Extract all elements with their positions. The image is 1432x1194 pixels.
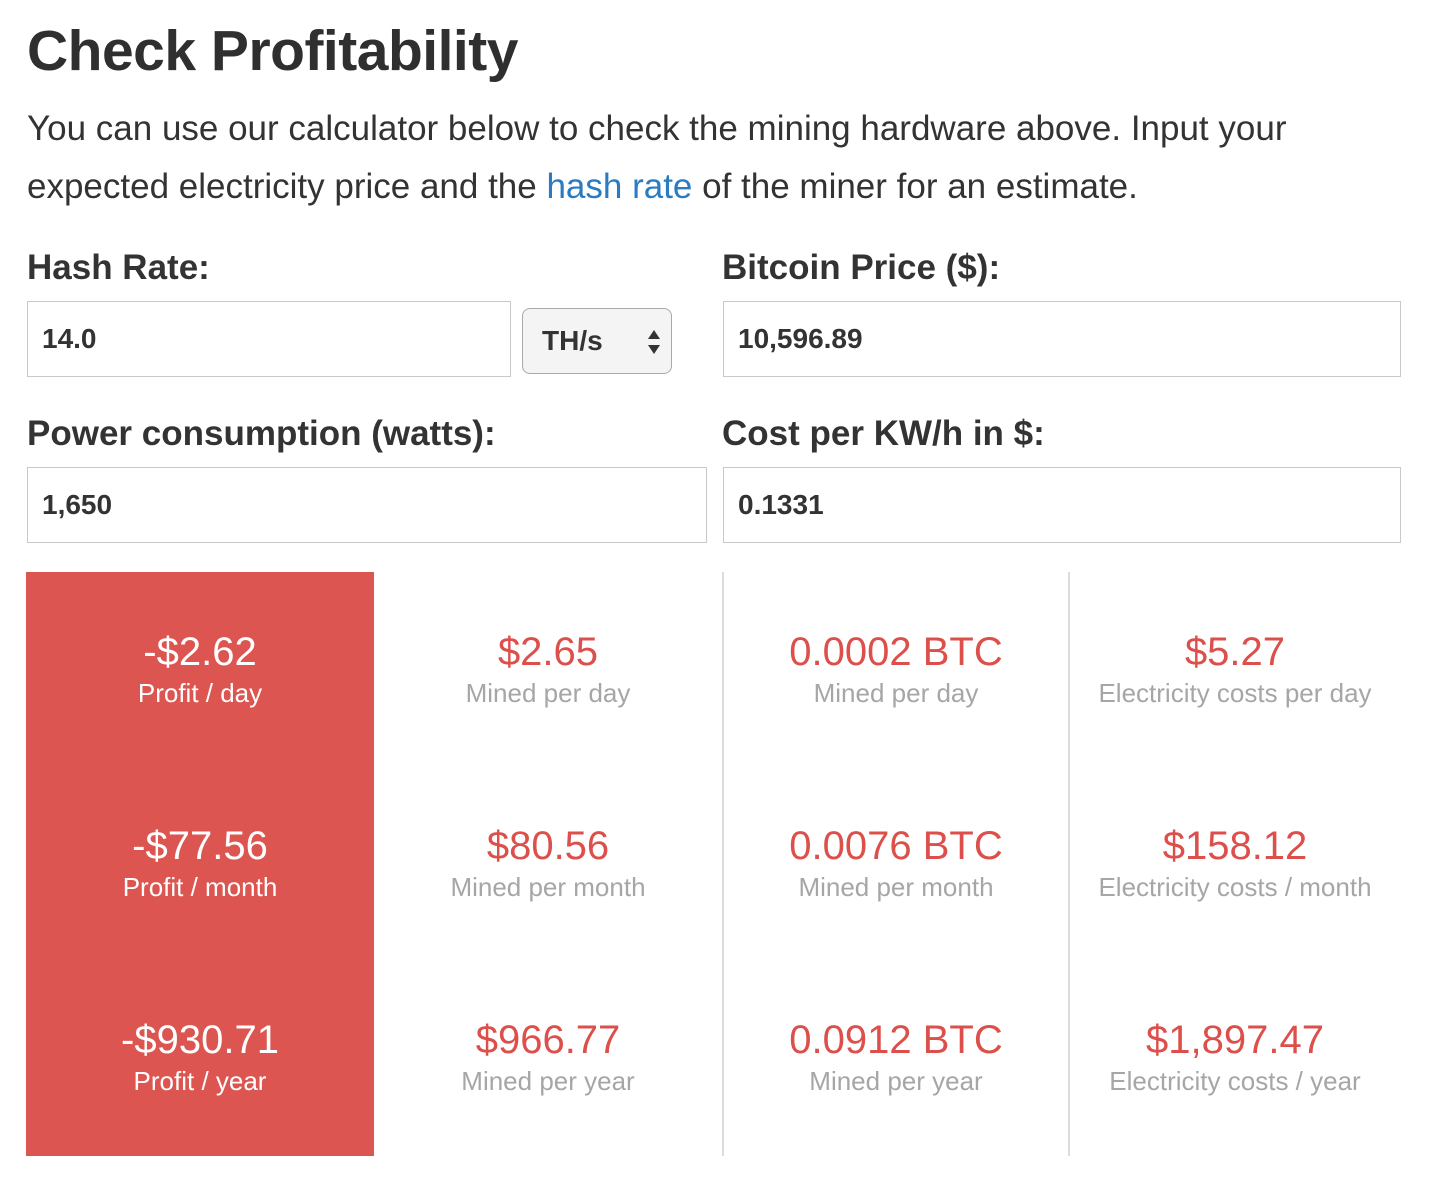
intro-text-after: of the miner for an estimate. xyxy=(692,167,1138,206)
profit-day-cell: -$2.62 Profit / day xyxy=(26,629,374,709)
mined-usd-day-cell: $2.65 Mined per day xyxy=(374,629,722,709)
mined-usd-column: $2.65 Mined per day $80.56 Mined per mon… xyxy=(374,572,722,1156)
bitcoin-price-label: Bitcoin Price ($): xyxy=(722,248,1001,287)
mined-btc-column: 0.0002 BTC Mined per day 0.0076 BTC Mine… xyxy=(722,572,1070,1156)
electricity-month-value: $158.12 xyxy=(1162,824,1308,868)
intro-paragraph: You can use our calculator below to chec… xyxy=(27,100,1407,216)
mined-usd-year-cell: $966.77 Mined per year xyxy=(374,1017,722,1097)
electricity-day-cell: $5.27 Electricity costs per day xyxy=(1068,629,1402,709)
mined-usd-year-value: $966.77 xyxy=(475,1018,621,1062)
mined-usd-month-caption: Mined per month xyxy=(450,872,646,902)
mined-btc-year-value: 0.0912 BTC xyxy=(789,1018,1003,1062)
electricity-year-caption: Electricity costs / year xyxy=(1109,1066,1361,1096)
profit-year-value: -$930.71 xyxy=(121,1018,279,1062)
mined-btc-year-cell: 0.0912 BTC Mined per year xyxy=(722,1017,1070,1097)
electricity-year-cell: $1,897.47 Electricity costs / year xyxy=(1068,1017,1402,1097)
cost-per-kwh-label: Cost per KW/h in $: xyxy=(722,414,1045,453)
electricity-year-value: $1,897.47 xyxy=(1146,1018,1324,1062)
hash-rate-link[interactable]: hash rate xyxy=(546,167,693,206)
page-title: Check Profitability xyxy=(27,19,518,83)
mined-btc-month-value: 0.0076 BTC xyxy=(789,824,1003,868)
profit-day-caption: Profit / day xyxy=(137,678,263,708)
profit-year-caption: Profit / year xyxy=(133,1066,267,1096)
column-divider xyxy=(722,572,724,1156)
bitcoin-price-input[interactable] xyxy=(723,301,1401,377)
hash-rate-unit-value: TH/s xyxy=(542,325,603,356)
mined-btc-day-caption: Mined per day xyxy=(813,678,979,708)
profit-day-value: -$2.62 xyxy=(143,630,257,674)
mined-btc-month-caption: Mined per month xyxy=(798,872,994,902)
power-consumption-input[interactable] xyxy=(27,467,707,543)
profit-year-cell: -$930.71 Profit / year xyxy=(26,1017,374,1097)
column-divider xyxy=(1068,572,1070,1156)
mined-usd-month-cell: $80.56 Mined per month xyxy=(374,823,722,903)
electricity-month-cell: $158.12 Electricity costs / month xyxy=(1068,823,1402,903)
mined-btc-day-value: 0.0002 BTC xyxy=(789,630,1003,674)
hash-rate-input[interactable] xyxy=(27,301,511,377)
electricity-column: $5.27 Electricity costs per day $158.12 … xyxy=(1068,572,1402,1156)
mined-usd-month-value: $80.56 xyxy=(486,824,610,868)
power-consumption-label: Power consumption (watts): xyxy=(27,414,496,453)
hash-rate-unit-select[interactable]: TH/s xyxy=(522,308,672,374)
profit-month-value: -$77.56 xyxy=(132,824,268,868)
mined-usd-day-caption: Mined per day xyxy=(465,678,631,708)
mined-btc-day-cell: 0.0002 BTC Mined per day xyxy=(722,629,1070,709)
intro-text-before: You can use our calculator below to chec… xyxy=(27,109,1287,206)
cost-per-kwh-input[interactable] xyxy=(723,467,1401,543)
electricity-month-caption: Electricity costs / month xyxy=(1098,872,1372,902)
profit-month-cell: -$77.56 Profit / month xyxy=(26,823,374,903)
results-grid: -$2.62 Profit / day -$77.56 Profit / mon… xyxy=(26,572,1402,1156)
select-arrows-icon xyxy=(648,330,660,354)
electricity-day-value: $5.27 xyxy=(1184,630,1286,674)
mined-btc-month-cell: 0.0076 BTC Mined per month xyxy=(722,823,1070,903)
profit-column: -$2.62 Profit / day -$77.56 Profit / mon… xyxy=(26,572,374,1156)
hash-rate-label: Hash Rate: xyxy=(27,248,210,287)
mined-usd-year-caption: Mined per year xyxy=(461,1066,635,1096)
electricity-day-caption: Electricity costs per day xyxy=(1098,678,1372,708)
mined-btc-year-caption: Mined per year xyxy=(809,1066,983,1096)
profit-month-caption: Profit / month xyxy=(122,872,278,902)
mined-usd-day-value: $2.65 xyxy=(497,630,599,674)
